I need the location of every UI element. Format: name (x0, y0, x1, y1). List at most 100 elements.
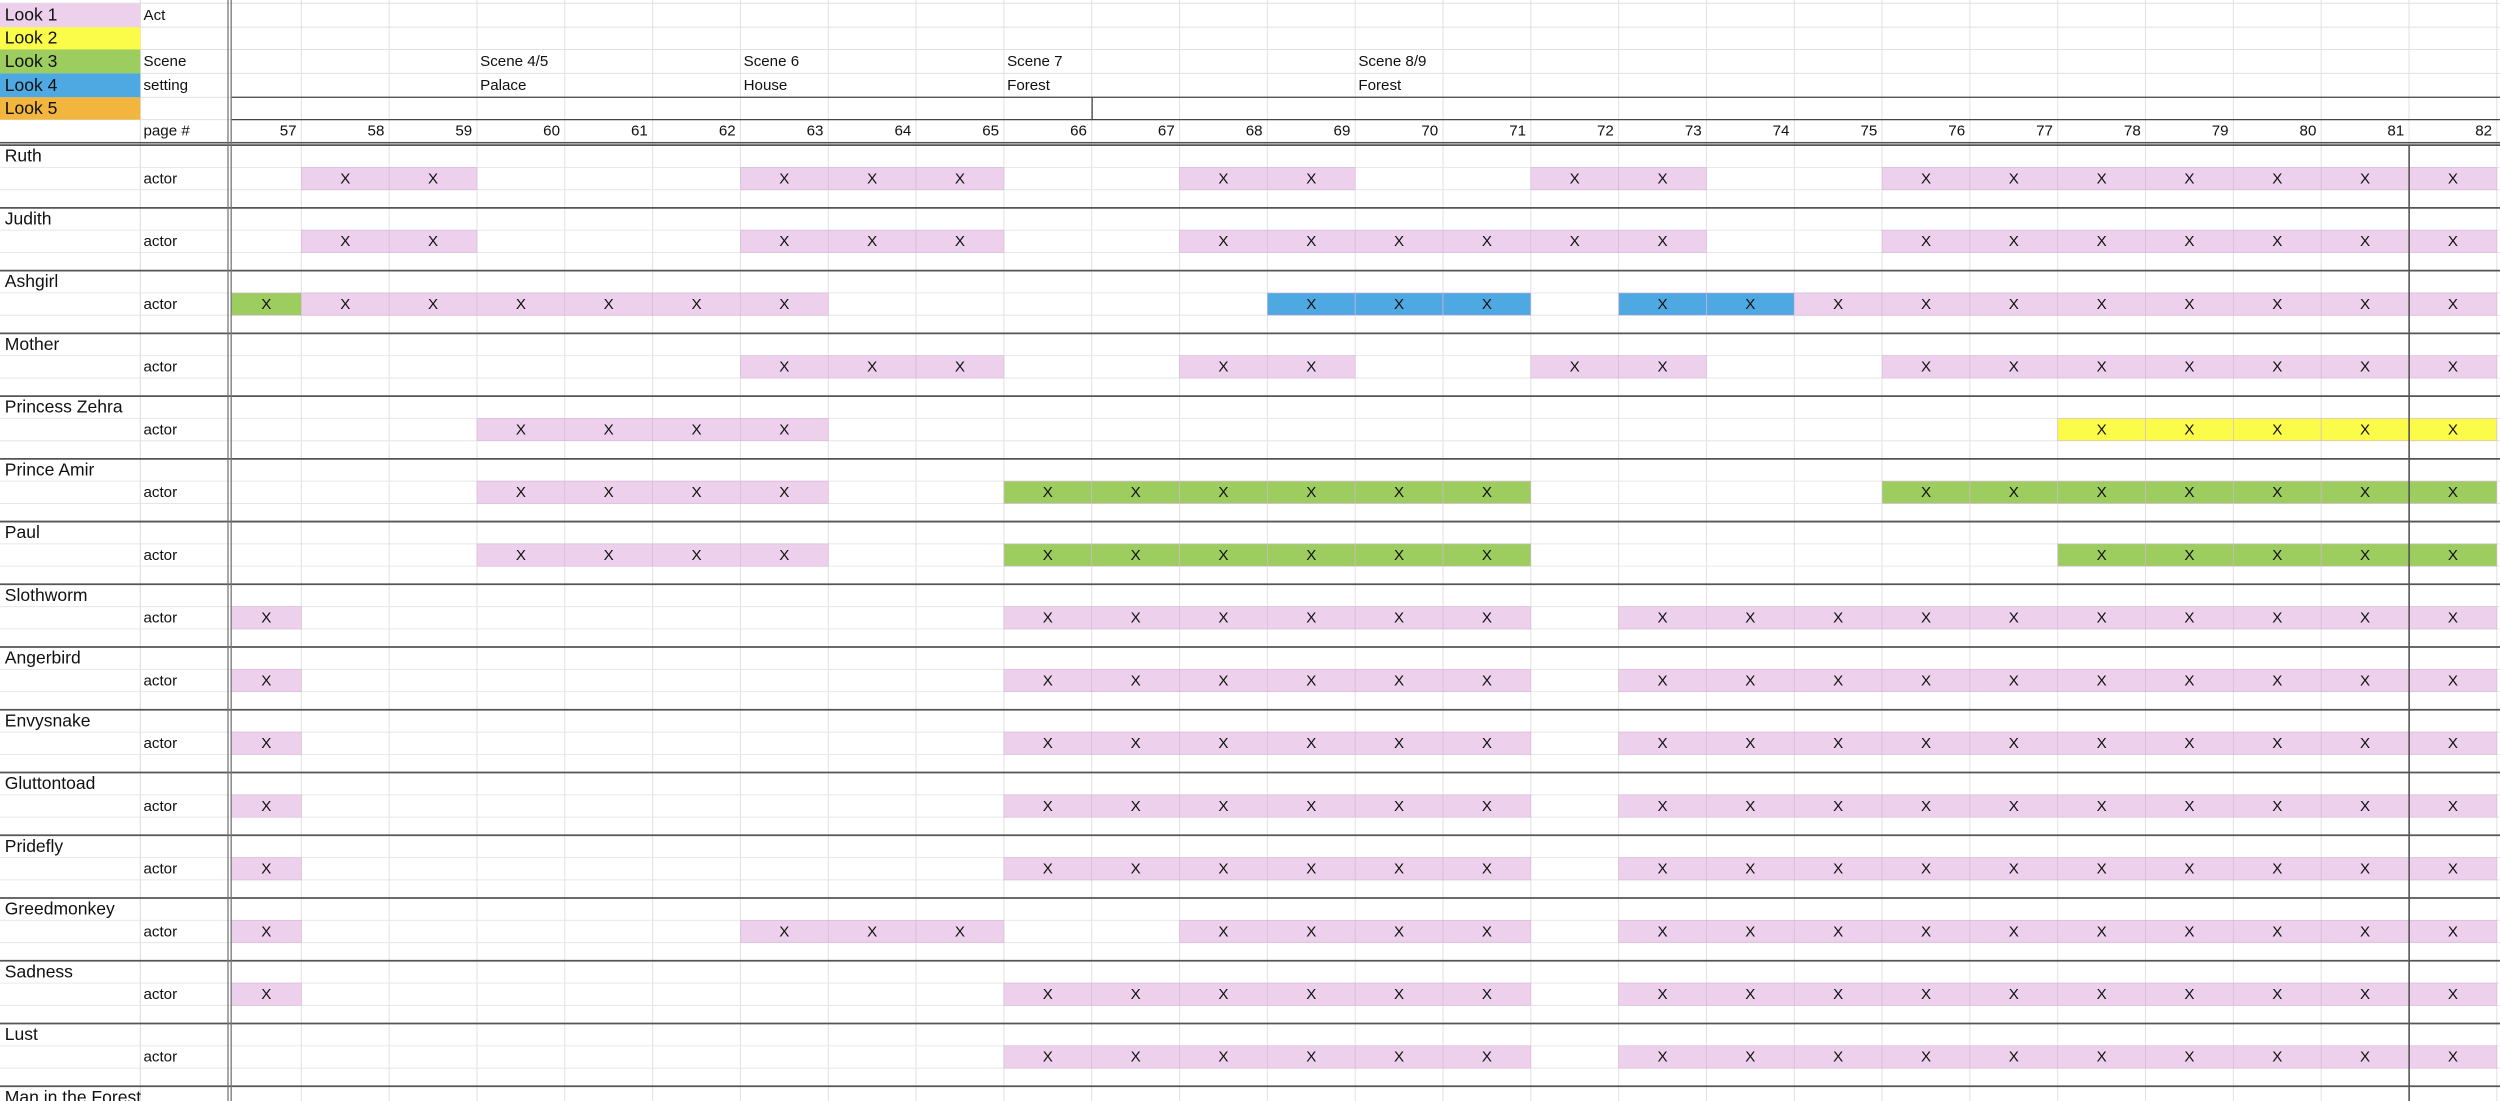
role-label: actor (143, 170, 177, 187)
cell-mark: X (1043, 1049, 1053, 1066)
cell-mark: X (604, 421, 614, 438)
page-number: 77 (2036, 123, 2053, 140)
row-label: setting (143, 77, 188, 94)
cell-mark: X (2448, 610, 2458, 627)
cell-mark: X (1921, 484, 1931, 501)
look-cell (1442, 480, 1532, 504)
cell-mark: X (261, 296, 271, 313)
cell-mark: X (1921, 861, 1931, 878)
cell-mark: X (2448, 1049, 2458, 1066)
character-name: Ashgirl (5, 271, 59, 291)
cell-mark: X (2097, 735, 2107, 752)
page-number: 61 (631, 123, 648, 140)
cell-mark: X (1921, 672, 1931, 689)
cell-mark: X (1833, 986, 1843, 1003)
look-cell (388, 229, 478, 253)
cell-mark: X (1921, 735, 1931, 752)
legend-swatch (0, 97, 141, 120)
cell-mark: X (779, 359, 789, 376)
cell-mark: X (1833, 735, 1843, 752)
cell-mark: X (1657, 170, 1667, 187)
cell-mark: X (2448, 986, 2458, 1003)
row-label: Scene (143, 53, 186, 70)
cell-mark: X (1482, 233, 1492, 250)
cell-mark: X (2360, 861, 2370, 878)
cell-mark: X (1218, 672, 1228, 689)
cell-mark: X (1218, 484, 1228, 501)
cell-mark: X (1131, 798, 1141, 815)
cell-mark: X (1921, 170, 1931, 187)
cell-mark: X (1833, 672, 1843, 689)
cell-mark: X (2360, 1049, 2370, 1066)
cell-mark: X (2272, 923, 2282, 940)
character-name: Judith (5, 208, 52, 228)
cell-mark: X (1306, 861, 1316, 878)
cell-mark: X (2272, 798, 2282, 815)
cell-mark: X (1394, 1049, 1404, 1066)
cell-mark: X (428, 233, 438, 250)
cell-mark: X (867, 923, 877, 940)
cell-mark: X (1921, 296, 1931, 313)
cell-mark: X (1657, 1049, 1667, 1066)
cell-mark: X (2448, 170, 2458, 187)
cell-mark: X (1043, 547, 1053, 564)
cell-mark: X (1131, 610, 1141, 627)
look-cell (1442, 292, 1532, 316)
page-number: 76 (1948, 123, 1965, 140)
cell-mark: X (1131, 484, 1141, 501)
cell-mark: X (2272, 1049, 2282, 1066)
cell-mark: X (2360, 233, 2370, 250)
cell-mark: X (1043, 484, 1053, 501)
cell-mark: X (691, 421, 701, 438)
role-label: actor (143, 610, 177, 627)
cell-mark: X (2097, 798, 2107, 815)
look-cell (388, 167, 478, 191)
legend-swatch (0, 73, 141, 98)
cell-mark: X (691, 296, 701, 313)
cell-mark: X (2360, 923, 2370, 940)
cell-mark: X (779, 296, 789, 313)
cell-mark: X (1218, 798, 1228, 815)
cell-mark: X (779, 233, 789, 250)
cell-mark: X (2184, 861, 2194, 878)
look-cell (915, 229, 1005, 253)
cell-mark: X (1131, 672, 1141, 689)
look-cell (1442, 731, 1532, 755)
cell-mark: X (2184, 735, 2194, 752)
role-label: actor (143, 1049, 177, 1066)
cell-mark: X (779, 421, 789, 438)
cell-mark: X (1745, 861, 1755, 878)
cell-mark: X (2448, 735, 2458, 752)
cell-mark: X (2097, 547, 2107, 564)
cell-mark: X (1306, 923, 1316, 940)
look-cell (1442, 669, 1532, 693)
cell-mark: X (1657, 610, 1667, 627)
cell-mark: X (1921, 986, 1931, 1003)
cell-mark: X (1745, 296, 1755, 313)
cell-mark: X (2009, 923, 2019, 940)
cell-mark: X (955, 233, 965, 250)
cell-mark: X (1043, 610, 1053, 627)
cell-mark: X (1745, 672, 1755, 689)
cell-mark: X (2097, 359, 2107, 376)
legend-swatch (0, 3, 141, 28)
cell-mark: X (1306, 672, 1316, 689)
cell-mark: X (1131, 547, 1141, 564)
cell-mark: X (779, 170, 789, 187)
cell-mark: X (1657, 986, 1667, 1003)
role-label: actor (143, 735, 177, 752)
look-cell (1618, 355, 1707, 379)
cell-mark: X (2360, 672, 2370, 689)
cell-mark: X (2448, 296, 2458, 313)
cell-mark: X (1657, 233, 1667, 250)
cell-mark: X (1482, 735, 1492, 752)
look-cell (915, 167, 1005, 191)
cell-mark: X (2009, 735, 2019, 752)
cell-mark: X (261, 735, 271, 752)
cell-mark: X (1131, 735, 1141, 752)
cell-mark: X (1570, 359, 1580, 376)
cell-mark: X (1482, 610, 1492, 627)
cell-mark: X (1131, 861, 1141, 878)
cell-mark: X (1043, 986, 1053, 1003)
legend-swatch (0, 27, 141, 50)
